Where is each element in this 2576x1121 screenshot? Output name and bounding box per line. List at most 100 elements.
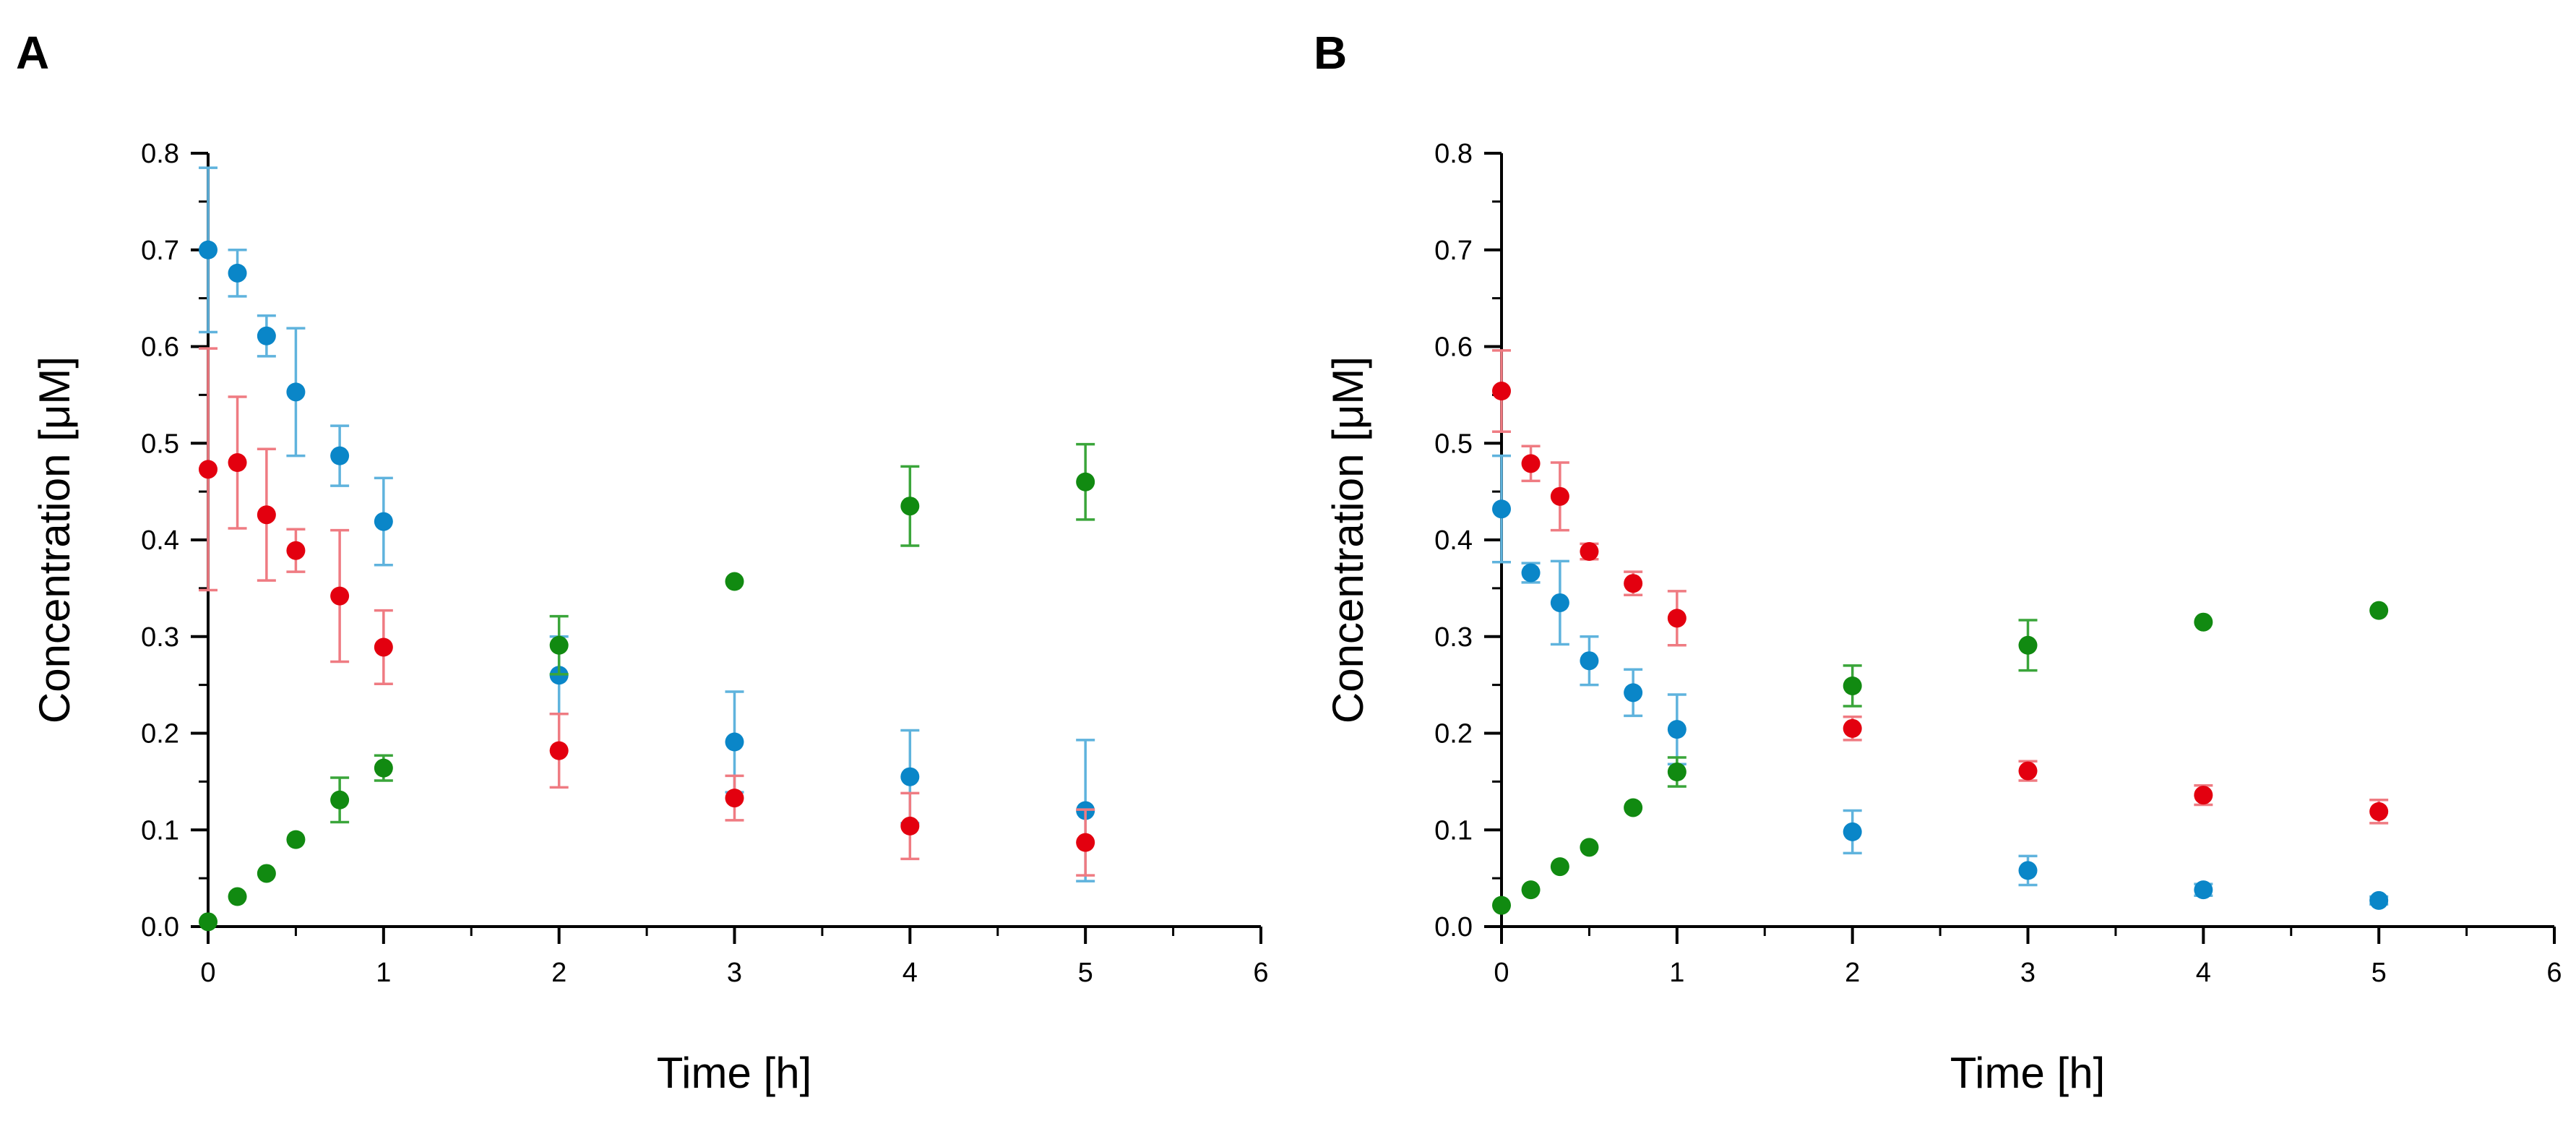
y-tick-label: 0.4 xyxy=(1434,525,1473,556)
panel-a: A Concentration [μM] Time [h] 0.0 0.1 0.2 0… xyxy=(16,27,1269,1097)
panel-letter: B xyxy=(1314,27,1347,79)
y-tick-label: 0.3 xyxy=(1434,622,1473,653)
y-tick-label: 0.5 xyxy=(141,429,179,459)
data-point-red xyxy=(2194,786,2213,805)
data-point-blue xyxy=(228,263,247,283)
data-point-green xyxy=(199,912,217,932)
y-tick-label: 0.6 xyxy=(141,332,179,363)
data-point-green xyxy=(2018,635,2038,655)
data-point-green xyxy=(1076,472,1095,491)
data-point-green xyxy=(725,572,744,591)
x-tick-label: 4 xyxy=(2196,958,2211,988)
y-tick-label: 0.2 xyxy=(1434,719,1473,750)
data-point-blue xyxy=(286,382,306,402)
x-tick-label: 1 xyxy=(1669,958,1684,988)
panel-letter: A xyxy=(16,27,49,79)
data-point-blue xyxy=(330,446,350,465)
y-tick-label: 0.8 xyxy=(141,139,179,169)
data-point-red xyxy=(330,586,350,606)
x-tick-label: 5 xyxy=(2372,958,2387,988)
data-point-green xyxy=(1550,857,1569,877)
data-point-blue xyxy=(1580,651,1599,671)
data-point-blue xyxy=(1492,499,1511,519)
data-point-green xyxy=(374,758,393,778)
data-point-red xyxy=(1550,486,1569,506)
x-tick-label: 2 xyxy=(1845,958,1860,988)
x-tick-label: 4 xyxy=(903,958,918,988)
x-tick-label: 2 xyxy=(551,958,567,988)
y-tick-label: 0.1 xyxy=(1434,815,1473,846)
data-point-blue xyxy=(725,732,744,752)
data-point-green xyxy=(2194,612,2213,632)
data-point-blue xyxy=(374,512,393,531)
series-green xyxy=(199,442,1095,932)
data-point-blue xyxy=(1550,593,1569,612)
x-tick-label: 1 xyxy=(376,958,391,988)
data-point-green xyxy=(1492,895,1511,915)
y-axis-title: Concentration [μM] xyxy=(1324,356,1372,723)
data-point-blue xyxy=(1521,563,1541,583)
data-point-blue xyxy=(900,767,920,786)
series-green xyxy=(1492,601,2389,915)
y-tick-label: 0.2 xyxy=(141,719,179,750)
data-point-blue xyxy=(1667,720,1687,739)
x-tick-label: 5 xyxy=(1078,958,1093,988)
data-point-red xyxy=(286,541,306,560)
data-point-green xyxy=(1580,838,1599,857)
data-point-red xyxy=(1492,382,1511,401)
x-tick-label: 6 xyxy=(2546,958,2562,988)
x-tick-label: 3 xyxy=(2020,958,2036,988)
data-point-blue xyxy=(1843,822,1862,841)
data-point-blue xyxy=(1624,683,1643,703)
data-point-green xyxy=(228,887,247,906)
data-point-green xyxy=(2369,601,2389,620)
data-point-red xyxy=(1843,718,1862,738)
data-point-green xyxy=(1843,676,1862,695)
data-point-red xyxy=(228,453,247,472)
data-point-green xyxy=(1521,880,1541,900)
data-point-red xyxy=(1667,609,1687,628)
y-axis-title: Concentration [μM] xyxy=(30,356,79,723)
data-point-blue xyxy=(2194,880,2213,900)
y-tick-label: 0.6 xyxy=(1434,332,1473,363)
series-red xyxy=(1492,349,2389,825)
data-point-green xyxy=(257,864,276,883)
series-red xyxy=(199,347,1095,877)
series-blue xyxy=(1492,454,2389,910)
x-tick-label: 3 xyxy=(727,958,742,988)
x-tick-label: 6 xyxy=(1253,958,1268,988)
y-tick-label: 0.1 xyxy=(141,815,179,846)
data-point-red xyxy=(900,816,920,836)
x-tick-label: 0 xyxy=(1494,958,1509,988)
data-point-green xyxy=(330,790,350,809)
y-tick-label: 0.3 xyxy=(141,622,179,653)
y-tick-label: 0.4 xyxy=(141,525,179,556)
data-point-red xyxy=(1076,833,1095,852)
x-axis-title: Time [h] xyxy=(657,1049,811,1097)
data-point-green xyxy=(900,497,920,516)
data-point-green xyxy=(1667,763,1687,781)
data-point-red xyxy=(2018,761,2038,781)
data-point-green xyxy=(549,635,569,655)
y-tick-label: 0.7 xyxy=(141,236,179,266)
data-point-red xyxy=(549,741,569,760)
x-tick-label: 0 xyxy=(200,958,215,988)
data-point-green xyxy=(286,830,306,849)
data-point-red xyxy=(725,789,744,808)
data-point-blue xyxy=(199,240,217,259)
panel-b: B Concentration [μM] Time [h] 0.0 0.1 0.2 0… xyxy=(1314,27,2562,1097)
data-point-red xyxy=(199,460,217,479)
x-axis-title: Time [h] xyxy=(1950,1049,2105,1097)
data-point-red xyxy=(1580,542,1599,562)
data-point-red xyxy=(257,505,276,525)
y-tick-label: 0.8 xyxy=(1434,139,1473,169)
y-tick-label: 0.5 xyxy=(1434,429,1473,459)
data-point-red xyxy=(374,637,393,657)
y-tick-label: 0.0 xyxy=(1434,912,1473,942)
data-point-red xyxy=(2369,802,2389,821)
data-point-blue xyxy=(2369,890,2389,910)
data-point-red xyxy=(1521,454,1541,473)
y-tick-label: 0.7 xyxy=(1434,236,1473,266)
data-point-blue xyxy=(2018,861,2038,880)
